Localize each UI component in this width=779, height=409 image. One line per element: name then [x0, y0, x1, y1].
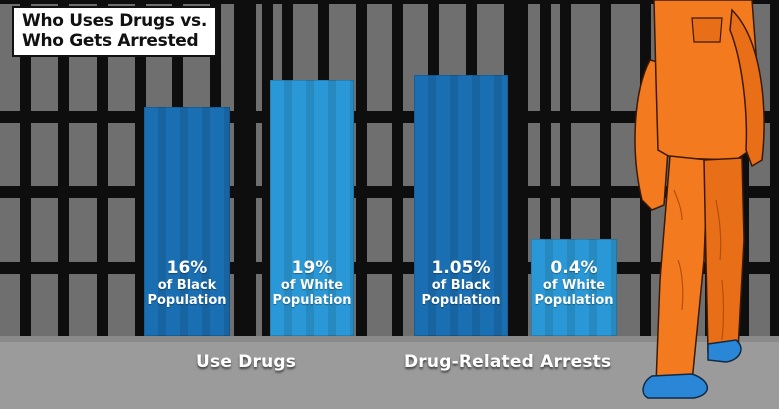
bar-label: 19% of White Population [270, 258, 354, 308]
bar-value-label: 1.05% [431, 258, 491, 278]
bar-value-label: 19% [291, 258, 333, 278]
bar-sub-label-2: Population [534, 293, 614, 308]
jumpsuit-right-leg [703, 157, 745, 353]
group-label-use-drugs: Use Drugs [196, 352, 297, 372]
bar-value-label: 0.4% [550, 258, 598, 278]
shoe-icon [642, 373, 708, 399]
bar-label: 0.4% of White Population [531, 258, 617, 308]
chart-title: Who Uses Drugs vs. Who Gets Arrested [12, 6, 218, 57]
group-label-drug-related-arrests: Drug-Related Arrests [404, 352, 612, 372]
bar-value-label: 16% [166, 258, 208, 278]
bar-label: 16% of Black Population [144, 258, 230, 308]
bar-sub-label-1: of Black [157, 278, 217, 293]
bar-label: 1.05% of Black Population [414, 258, 508, 308]
bar-sub-label-2: Population [272, 293, 352, 308]
jumpsuit-right-sleeve [729, 8, 765, 168]
bar-use-drugs-white: 19% of White Population [270, 80, 354, 336]
bar-sub-label-1: of White [542, 278, 606, 293]
bar-sub-label-1: of Black [431, 278, 491, 293]
bar-arrests-white: 0.4% of White Population [531, 239, 617, 336]
bar-arrests-black: 1.05% of Black Population [414, 75, 508, 336]
shoe-icon [707, 339, 742, 363]
bar-sub-label-2: Population [421, 293, 501, 308]
bar-use-drugs-black: 16% of Black Population [144, 107, 230, 336]
chart-title-line-2: Who Gets Arrested [22, 31, 199, 51]
chart-title-line-1: Who Uses Drugs vs. [22, 11, 208, 31]
prisoner-illustration [634, 0, 765, 399]
bar-sub-label-2: Population [147, 293, 227, 308]
bar-sub-label-1: of White [280, 278, 344, 293]
